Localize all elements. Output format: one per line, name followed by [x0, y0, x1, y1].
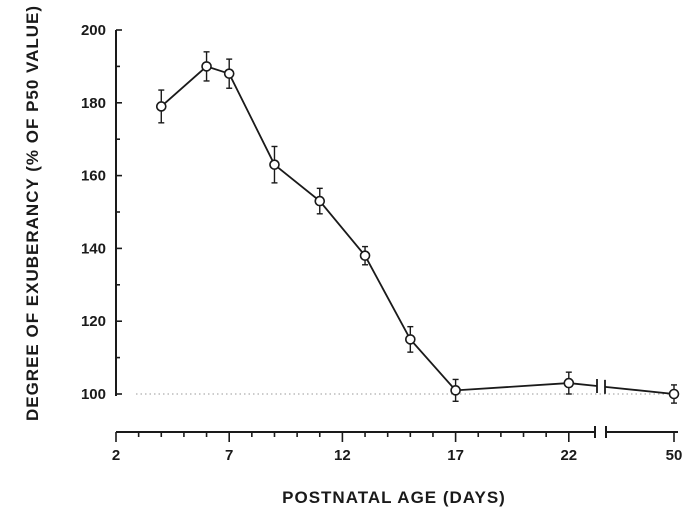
x-tick-label: 50 [666, 447, 683, 464]
x-tick-label: 7 [225, 447, 233, 464]
y-axis: 100 120 140 160 180 200 [81, 22, 122, 403]
x-tick-label: 17 [447, 447, 464, 464]
data-point [201, 61, 212, 72]
data-point [563, 377, 575, 389]
x-tick-label: 12 [334, 447, 351, 464]
data-point [359, 250, 371, 261]
y-tick-label: 160 [81, 168, 106, 185]
y-axis-ticks: 100 120 140 160 180 200 [81, 22, 122, 403]
data-point [405, 334, 416, 345]
plot-area [155, 51, 680, 404]
data-point [450, 385, 461, 396]
y-tick-label: 140 [81, 240, 106, 257]
y-tick-label: 100 [81, 386, 106, 403]
y-axis-title: DEGREE OF EXUBERANCY (% OF P50 VALUE) [23, 5, 42, 421]
data-point [223, 68, 235, 79]
x-axis-ticks: 2 7 12 17 22 50 [112, 432, 683, 464]
y-tick-label: 120 [81, 313, 106, 330]
y-tick-label: 180 [81, 95, 106, 112]
data-point [314, 195, 326, 207]
series-line-segment [604, 385, 675, 395]
data-point [668, 388, 680, 400]
data-point [155, 101, 167, 112]
data-point [269, 159, 280, 170]
y-tick-label: 200 [81, 22, 106, 39]
x-tick-label: 2 [112, 447, 120, 464]
series-line [160, 65, 569, 392]
x-axis-title: POSTNATAL AGE (DAYS) [282, 488, 506, 507]
x-tick-label: 22 [560, 447, 577, 464]
x-axis: 2 7 12 17 22 50 [112, 426, 683, 464]
